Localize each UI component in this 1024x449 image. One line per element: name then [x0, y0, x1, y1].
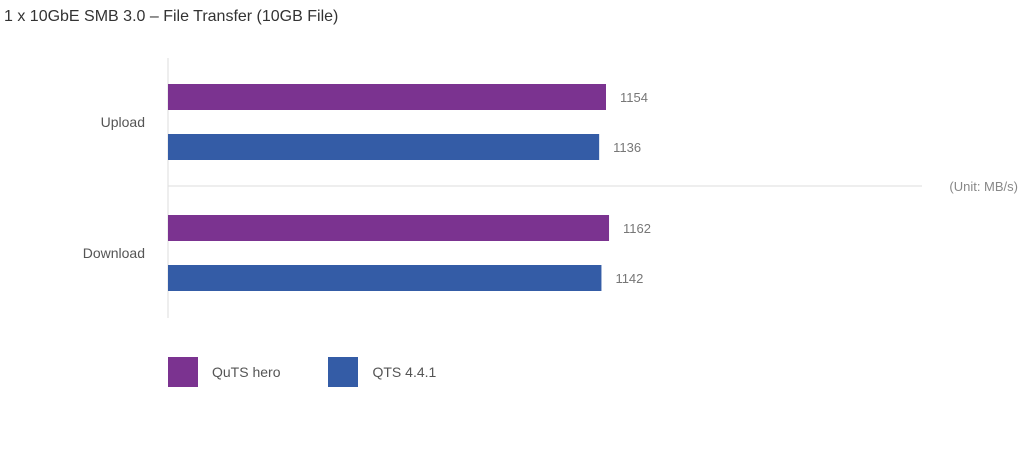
legend-item-qts-441: QTS 4.4.1: [328, 357, 436, 387]
category-label: Upload: [101, 114, 145, 130]
legend-swatch: [328, 357, 359, 387]
bar: [168, 265, 602, 291]
legend-label: QTS 4.4.1: [372, 364, 437, 380]
data-label: 1154: [620, 90, 648, 105]
bar: [168, 84, 606, 110]
bar: [168, 134, 600, 160]
legend-swatch: [168, 357, 198, 387]
chart-title: 1 x 10GbE SMB 3.0 – File Transfer (10GB …: [4, 8, 339, 25]
legend: QuTS hero QTS 4.4.1: [168, 357, 484, 387]
data-label: 1136: [613, 140, 641, 155]
legend-label: QuTS hero: [212, 364, 281, 380]
bar: [168, 215, 610, 241]
category-label: Download: [83, 245, 145, 261]
data-label: 1162: [623, 221, 651, 236]
bar-chart: (Unit: MB/s) Upload 1154 1136 Download 1162 11…: [83, 58, 1018, 318]
unit-label: (Unit: MB/s): [949, 179, 1018, 194]
data-label: 1142: [615, 271, 643, 286]
legend-item-quts-hero: QuTS hero: [168, 357, 280, 387]
